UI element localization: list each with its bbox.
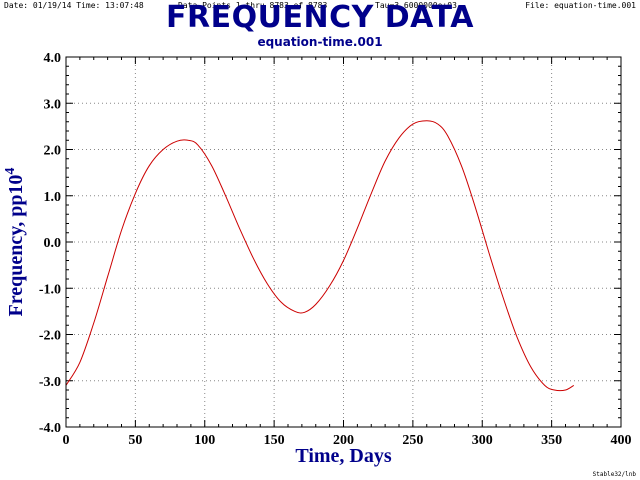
y-tick-label: 2.0 [44,144,62,159]
grid-lines [66,57,621,427]
y-axis-label: Frequency, pp104 [3,168,27,317]
y-tick-label: -1.0 [39,282,61,297]
x-tick-labels: 0 50 100 150 200 250 300 350 400 [63,433,632,448]
y-axis-label-exponent: 4 [3,168,18,175]
y-axis-label-base: Frequency, pp10 [5,175,27,317]
header-tau: Tau=3.6000000e+03 [375,1,457,10]
y-tick-label: 1.0 [44,190,62,205]
y-tick-label: -2.0 [39,329,61,344]
y-tick-label: -4.0 [39,421,61,436]
y-tick-label: 0.0 [44,236,62,251]
y-tick-label: 4.0 [44,51,62,66]
x-tick-label: 400 [611,433,632,448]
x-tick-label: 350 [541,433,562,448]
x-tick-label: 0 [63,433,70,448]
chart-subtitle: equation-time.001 [257,35,383,49]
x-tick-label: 250 [402,433,423,448]
header-date-time: Date: 01/19/14 Time: 13:07:48 [4,1,144,10]
x-axis-label: Time, Days [295,445,392,467]
frequency-series-line [65,120,575,392]
y-tick-labels: 4.0 3.0 2.0 1.0 0.0 -1.0 -2.0 -3.0 -4.0 [39,51,61,436]
footer-credit: Stable32/lnb [592,471,636,478]
x-tick-label: 200 [333,433,354,448]
header-data-points: Data Points 1 thru 8783 of 8783 [178,1,328,10]
x-tick-label: 300 [472,433,493,448]
x-tick-label: 50 [128,433,142,448]
plot-frame [65,56,622,428]
x-tick-label: 150 [264,433,285,448]
y-tick-label: -3.0 [39,375,61,390]
header-file: File: equation-time.001 [525,1,636,10]
x-tick-label: 100 [194,433,215,448]
chart-title: FREQUENCY DATA [166,0,474,35]
y-tick-label: 3.0 [44,97,62,112]
